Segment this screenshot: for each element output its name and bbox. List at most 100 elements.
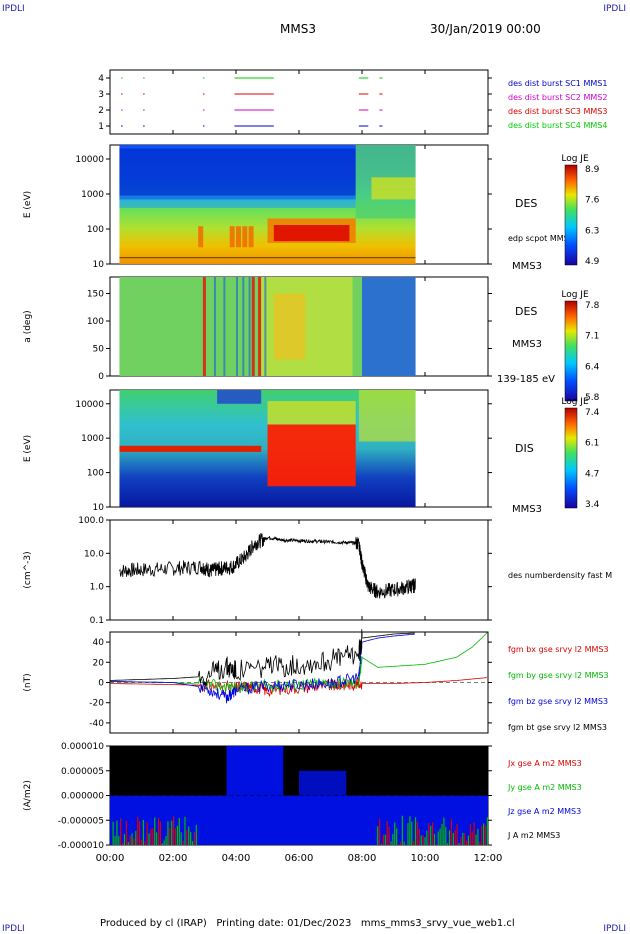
des-pitch-spike <box>258 277 262 376</box>
colorbar-tick-label: 6.3 <box>585 226 599 236</box>
x-tick-label: 08:00 <box>348 853 377 864</box>
current-axis-label: (A/m2) <box>23 780 33 811</box>
dis-energy-spacecraft-label: MMS3 <box>512 504 542 515</box>
dis-energy-y-tick-label: 10 <box>93 503 105 513</box>
burst-y-tick-label: 3 <box>98 90 104 100</box>
dis-energy-band <box>267 401 356 425</box>
des-pitch-y-tick-label: 0 <box>98 372 104 382</box>
dis-energy-colorbar <box>564 407 578 509</box>
current-jz-fill <box>110 795 488 845</box>
burst-y-tick-label: 2 <box>98 106 104 116</box>
des-energy-y-tick-label: 10 <box>93 260 105 270</box>
x-tick-label: 00:00 <box>96 853 125 864</box>
des-pitch-y-tick-label: 150 <box>87 290 104 300</box>
des-energy-spike <box>198 226 204 248</box>
des-energy-band <box>119 148 356 200</box>
burst-legend-entry: des dist burst SC2 MMS2 <box>508 93 607 102</box>
x-tick-label: 06:00 <box>285 853 314 864</box>
des-energy-spike <box>229 226 235 248</box>
colorbar-title: Log JE <box>561 397 589 407</box>
colorbar-tick-label: 3.4 <box>585 500 600 510</box>
des-pitch-colorbar <box>564 300 578 402</box>
x-tick-label: 12:00 <box>474 853 503 864</box>
footer-credit: Produced by cl (IRAP) Printing date: 01/… <box>100 918 515 929</box>
des-pitch-spike <box>202 277 206 376</box>
dis-energy-band <box>267 424 356 487</box>
burst-y-tick-label: 1 <box>98 122 104 132</box>
x-tick-label: 02:00 <box>159 853 188 864</box>
des-energy-spacecraft-label: MMS3 <box>512 261 542 272</box>
des-energy-annotation: edp scpot MMS3 <box>508 234 574 243</box>
des-pitch-stripe <box>223 277 226 376</box>
dis-energy-y-tick-label: 100 <box>87 469 104 479</box>
colorbar-tick-label: 8.9 <box>585 165 600 175</box>
dis-energy-band <box>358 390 416 442</box>
bfield-y-tick-label: -40 <box>89 719 104 729</box>
des-pitch-spectrogram <box>119 277 416 376</box>
burst-y-tick-label: 4 <box>98 74 104 84</box>
current-density-traces <box>110 746 488 845</box>
current-y-tick-label: -0.000005 <box>58 816 104 826</box>
density-y-tick-label: 10.0 <box>84 549 104 559</box>
des-energy-y-tick-label: 1000 <box>81 190 104 200</box>
bfield-axis-label: (nT) <box>23 673 33 691</box>
des-pitch-instrument-label: DES <box>515 305 537 318</box>
colorbar-tick-label: 7.8 <box>585 301 600 311</box>
dis-energy-y-tick-label: 10000 <box>75 400 104 410</box>
bfield-y-tick-label: 20 <box>93 658 105 668</box>
des-pitch-y-tick-label: 50 <box>93 345 105 355</box>
des-energy-spike <box>236 226 241 248</box>
density-y-tick-label: 0.1 <box>90 616 104 626</box>
dis-energy-spectrogram <box>119 390 416 507</box>
bfield-series-line <box>110 633 415 704</box>
dis-energy-y-tick-label: 1000 <box>81 434 104 444</box>
current-y-tick-label: 0.000000 <box>61 792 104 802</box>
colorbar-tick-label: 7.4 <box>585 408 600 418</box>
x-tick-label: 04:00 <box>222 853 251 864</box>
density-legend-entry: des numberdensity fast M <box>508 571 612 580</box>
des-energy-band <box>371 177 416 200</box>
des-energy-band <box>273 225 350 242</box>
corner-label-bottom-left: IPDLI <box>2 924 25 934</box>
date-title: 30/Jan/2019 00:00 <box>430 22 541 36</box>
corner-label-bottom-right: IPDLI <box>603 924 626 934</box>
bfield-legend-entry: fgm bt gse srvy l2 MMS3 <box>508 723 607 732</box>
current-y-tick-label: -0.000010 <box>58 841 104 851</box>
bfield-y-tick-label: -20 <box>89 699 104 709</box>
des-energy-spike <box>242 226 248 248</box>
des-pitch-spike <box>251 277 255 376</box>
colorbar-tick-label: 5.8 <box>585 393 600 403</box>
des-energy-colorbar <box>564 164 578 266</box>
des-pitch-axis-label: a (deg) <box>23 310 33 342</box>
colorbar-tick-label: 7.1 <box>585 332 599 342</box>
colorbar-tick-label: 4.9 <box>585 257 600 267</box>
density-y-tick-label: 100.0 <box>78 516 104 526</box>
current-legend-entry: J A m2 MMS3 <box>507 831 560 840</box>
burst-legend-entry: des dist burst SC3 MMS3 <box>508 107 607 116</box>
bfield-series-line <box>110 677 487 697</box>
des-energy-spectrogram <box>119 145 416 264</box>
dis-energy-band <box>217 390 262 404</box>
density-series-line <box>119 533 416 599</box>
bfield-y-tick-label: 40 <box>93 638 105 648</box>
bfield-legend-entry: fgm by gse srvy l2 MMS3 <box>508 671 609 680</box>
des-energy-instrument-label: DES <box>515 197 537 210</box>
des-pitch-band <box>362 277 416 376</box>
des-energy-spike <box>248 226 254 248</box>
current-y-tick-label: 0.000005 <box>61 767 104 777</box>
colorbar-tick-label: 7.6 <box>585 196 600 206</box>
current-jz-fill <box>299 770 347 796</box>
current-jz-fill <box>226 746 284 796</box>
des-pitch-stripe <box>213 277 216 376</box>
current-y-tick-label: 0.000010 <box>61 742 104 752</box>
des-pitch-stripe <box>236 277 238 376</box>
des-pitch-y-tick-label: 100 <box>87 317 104 327</box>
des-energy-y-tick-label: 10000 <box>75 155 104 165</box>
des-pitch-spacecraft-label: MMS3 <box>512 339 542 350</box>
des-pitch-stripe <box>264 277 267 376</box>
bfield-legend-entry: fgm bz gse srvy l2 MMS3 <box>508 697 608 706</box>
burst-legend-entry: des dist burst SC4 MMS4 <box>508 121 607 130</box>
spacecraft-title: MMS3 <box>280 22 316 36</box>
colorbar-tick-label: 4.7 <box>585 469 599 479</box>
current-legend-entry: Jz gse A m2 MMS3 <box>507 807 581 816</box>
